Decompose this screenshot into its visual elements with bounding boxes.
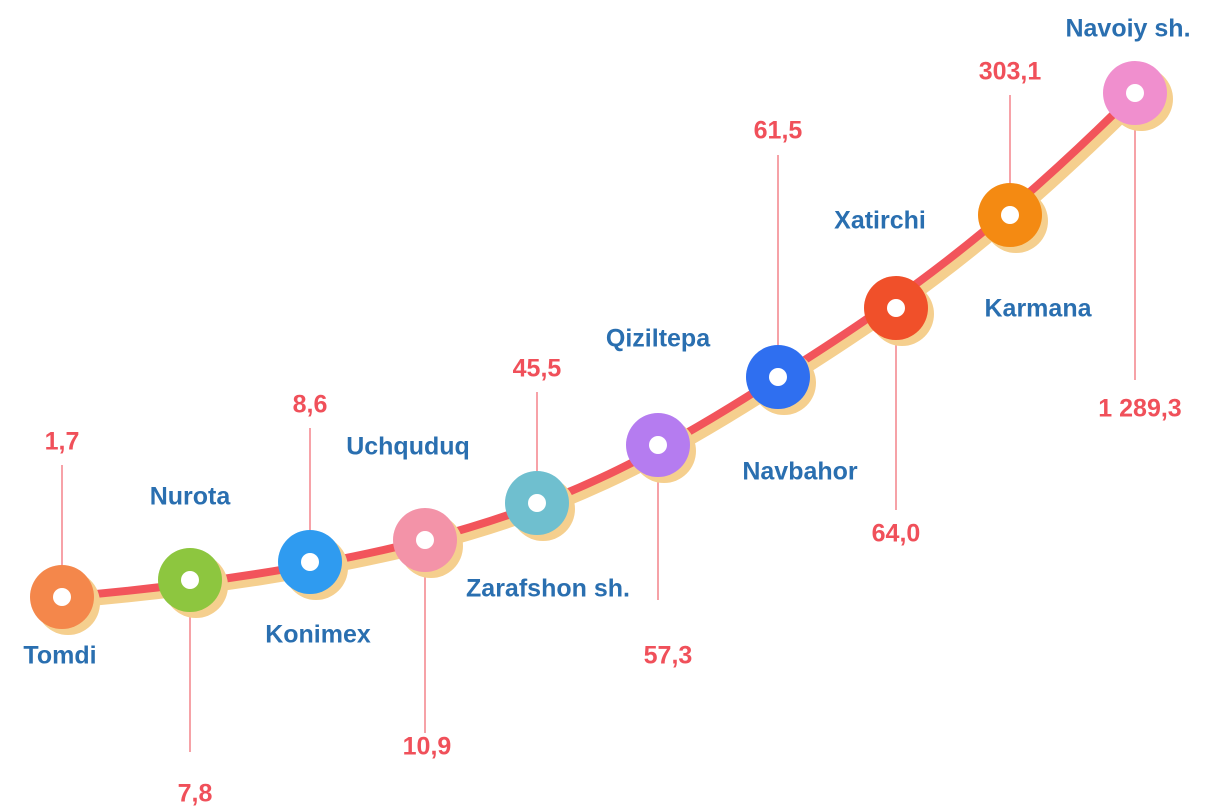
donut-hole	[301, 553, 319, 571]
donut-hole	[649, 436, 667, 454]
value-label: 57,3	[644, 642, 693, 670]
value-label: 1,7	[45, 428, 80, 456]
donut-hole	[887, 299, 905, 317]
curve	[58, 89, 1139, 601]
category-label: Konimex	[265, 621, 371, 649]
value-label: 10,9	[403, 733, 452, 761]
category-label: Tomdi	[23, 642, 96, 670]
value-label: 64,0	[872, 520, 921, 548]
value-label: 7,8	[178, 780, 213, 807]
value-label: 61,5	[754, 117, 803, 145]
category-label: Qiziltepa	[606, 325, 711, 353]
donut-hole	[181, 571, 199, 589]
value-label: 1 289,3	[1098, 395, 1181, 423]
donut-hole	[528, 494, 546, 512]
category-label: Karmana	[985, 295, 1093, 323]
category-label: Xatirchi	[834, 207, 926, 235]
category-label: Zarafshon sh.	[466, 575, 630, 603]
category-label: Navbahor	[742, 458, 858, 486]
curve-shadow	[63, 94, 1146, 608]
donut-hole	[769, 368, 787, 386]
donut-hole	[1126, 84, 1144, 102]
donut-hole	[53, 588, 71, 606]
value-label: 45,5	[513, 355, 562, 383]
value-label: 8,6	[293, 391, 328, 419]
category-label: Navoiy sh.	[1065, 15, 1190, 43]
value-label: 303,1	[979, 58, 1042, 86]
category-label: Nurota	[150, 483, 232, 511]
donut-hole	[1001, 206, 1019, 224]
category-label: Uchquduq	[346, 433, 470, 461]
donut-hole	[416, 531, 434, 549]
